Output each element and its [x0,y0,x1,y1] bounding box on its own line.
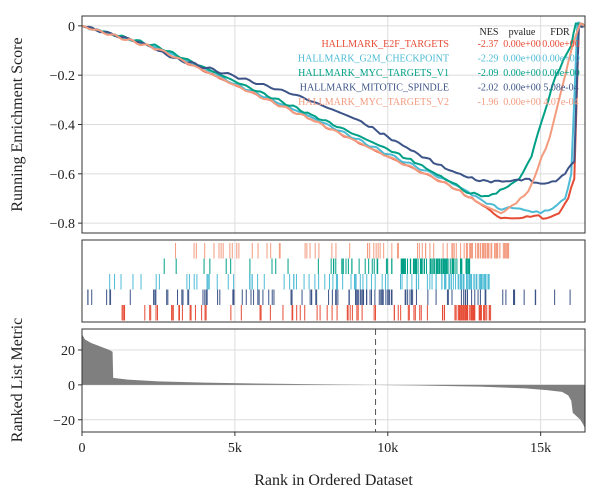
stats-row-name: HALLMARK_MYC_TARGETS_V2 [298,97,449,108]
x-tick-label: 15k [530,441,551,456]
enrichment-y-tick-label: −0.2 [50,69,75,84]
stats-row-name: HALLMARK_E2F_TARGETS [321,39,449,50]
metric-panel: 20 0 −20 0 5k 10k 15k Ranked List Metric [9,318,586,456]
stats-header-nes: NES [480,27,499,38]
stats-row-nes: -1.96 [478,97,499,108]
stats-row-nes: -2.37 [478,39,499,50]
stats-header-pvalue: pvalue [509,27,536,38]
stats-row-fdr: 4.07e-04 [543,97,578,108]
metric-y-tick-label: 20 [61,344,75,359]
stats-row-pvalue: 0.00e+00 [503,83,541,94]
enrichment-y-tick-label: −0.8 [50,217,75,232]
x-axis-label: Rank in Ordered Dataset [254,472,413,489]
stats-row-name: HALLMARK_MYC_TARGETS_V1 [298,68,449,79]
stats-row-name: HALLMARK_G2M_CHECKPOINT [298,54,449,65]
metric-y-tick-label: −20 [53,414,75,429]
stats-row-fdr: 0.00e+00 [542,39,580,50]
enrichment-panel: 0 −0.2 −0.4 −0.6 −0.8 NES pvalue FDR HALLMARK_E… [9,15,586,234]
enrichment-y-tick-label: 0 [68,20,75,35]
hit-marks [87,243,571,321]
enrichment-lines [81,21,586,220]
metric-y-axis-label: Ranked List Metric [9,318,26,442]
enrichment-y-axis-label: Running Enrichment Score [9,37,26,211]
x-tick-label: 0 [79,441,86,456]
stats-row-name: HALLMARK_MITOTIC_SPINDLE [300,83,449,94]
metric-frame [81,328,586,433]
stats-table: NES pvalue FDR HALLMARK_E2F_TARGETS -2.37 0.0… [298,27,580,108]
stats-row-pvalue: 0.00e+00 [503,54,541,65]
stats-header-fdr: FDR [550,27,570,38]
stats-row-pvalue: 0.00e+00 [503,39,541,50]
es-line-hallmark-mitotic-spindle [81,24,586,185]
stats-row-nes: -2.29 [478,54,499,65]
stats-row-fdr: 5.08e-04 [543,83,578,94]
metric-x-ticks: 0 5k 10k 15k [79,432,551,456]
stats-row-pvalue: 0.00e+00 [503,97,541,108]
hits-panel [81,239,586,323]
metric-y-ticks: 20 0 −20 [53,344,82,429]
stats-row-fdr: 0.00e+00 [542,54,580,65]
stats-row-fdr: 0.00e+00 [542,68,580,79]
enrichment-grid [81,16,585,233]
enrichment-y-tick-label: −0.4 [50,119,75,134]
enrichment-y-ticks: 0 −0.2 −0.4 −0.6 −0.8 [50,20,82,232]
stats-row-nes: -2.02 [478,83,499,94]
hits-frame [81,239,586,323]
enrichment-y-tick-label: −0.6 [50,168,75,183]
x-tick-label: 10k [377,441,398,456]
es-line-hallmark-myc-targets-v2 [81,22,586,215]
metric-y-tick-label: 0 [68,379,75,394]
metric-plot-area [82,329,585,432]
hits-plot-area [82,240,585,322]
stats-row-pvalue: 0.00e+00 [503,68,541,79]
stats-row-nes: -2.09 [478,68,499,79]
x-tick-label: 5k [228,441,242,456]
